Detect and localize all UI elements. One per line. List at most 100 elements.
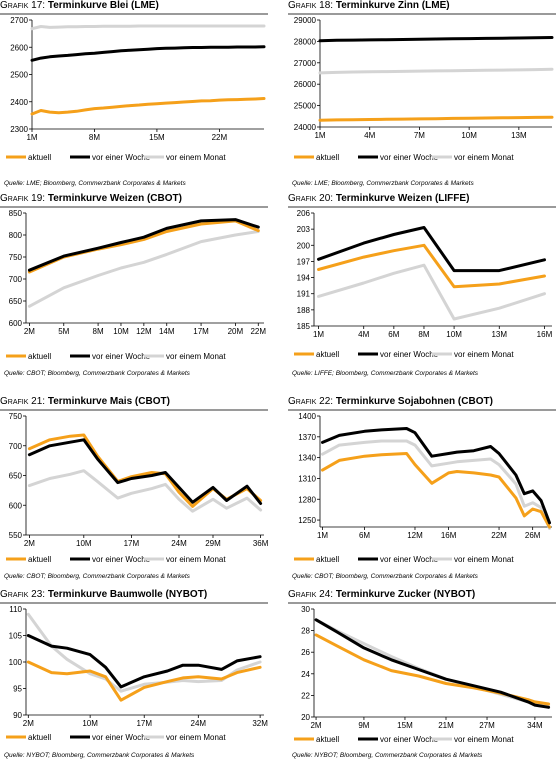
x-tick-label: 8M: [89, 133, 100, 142]
y-tick-label: 700: [9, 442, 23, 451]
chart-source: Quelle: CBOT; Bloomberg, Commerzbank Cor…: [292, 573, 478, 580]
title-rule: [288, 602, 556, 604]
x-tick-label: 29M: [205, 539, 221, 548]
x-tick-label: 21M: [438, 721, 454, 730]
x-tick-label: 4M: [358, 330, 369, 339]
x-tick-label: 16M: [537, 330, 553, 339]
title-rule: [288, 206, 556, 208]
x-tick-label: 1M: [314, 131, 325, 140]
chart-panel-zucker: Grafik 24: Terminkurve Zucker (NYBOT) 20…: [288, 589, 556, 764]
y-tick-label: 191: [297, 290, 311, 299]
title-rule: [0, 13, 268, 15]
series-line-vor-einem-Monat: [321, 439, 551, 530]
legend-label: aktuell: [28, 153, 51, 162]
x-tick-label: 14M: [159, 327, 175, 336]
y-tick-label: 2400: [10, 98, 28, 107]
chart-title-text: Terminkurve Zucker (NYBOT): [335, 589, 476, 600]
legend-label: aktuell: [316, 555, 339, 564]
y-tick-label: 550: [9, 531, 23, 540]
x-tick-label: 2M: [310, 721, 321, 730]
y-tick-label: 800: [9, 231, 23, 240]
x-tick-label: 7M: [414, 131, 425, 140]
y-tick-label: 650: [9, 472, 23, 481]
chart-number: Grafik 23:: [0, 589, 48, 600]
title-rule: [0, 206, 268, 208]
chart-source: Quelle: LIFFE; Bloomberg, Commerzbank Co…: [292, 370, 479, 377]
chart-title: Grafik 22: Terminkurve Sojabohnen (CBOT): [288, 396, 493, 408]
y-tick-label: 26000: [294, 80, 317, 89]
x-tick-label: 1M: [317, 531, 328, 540]
series-line-aktuell: [26, 660, 262, 702]
series-line-vor-einer-Woche: [321, 427, 551, 525]
x-tick-label: 22M: [250, 327, 266, 336]
y-tick-label: 26: [301, 648, 310, 657]
x-tick-label: 2M: [23, 719, 34, 728]
chart-panel-mais: Grafik 21: Terminkurve Mais (CBOT) 550 60…: [0, 396, 269, 586]
x-tick-label: 36M: [253, 539, 269, 548]
x-tick-label: 12M: [136, 327, 152, 336]
chart-panel-blei: Grafik 17: Terminkurve Blei (LME) 2300 24…: [0, 0, 268, 190]
chart-svg-baumwolle: 90 95 100 105 110 2M 10M 17M 24M 32M aktuell vor ei…: [6, 605, 268, 742]
legend-label: aktuell: [28, 733, 51, 742]
chart-title-text: Terminkurve Mais (CBOT): [47, 396, 170, 407]
series-line-vor-einem-Monat: [26, 612, 262, 693]
y-tick-label: 1370: [298, 433, 316, 442]
x-tick-label: 17M: [136, 719, 152, 728]
y-tick-label: 2500: [10, 71, 28, 80]
y-tick-label: 24000: [294, 123, 317, 132]
legend-label: aktuell: [316, 350, 339, 359]
y-tick-label: 105: [9, 632, 23, 641]
title-rule: [288, 13, 556, 15]
x-tick-label: 26M: [525, 531, 541, 540]
chart-panel-zinn: Grafik 18: Terminkurve Zinn (LME) 24000 2…: [288, 0, 556, 190]
x-tick-label: 12M: [407, 531, 423, 540]
chart-title: Grafik 21: Terminkurve Mais (CBOT): [0, 396, 170, 408]
legend-label: aktuell: [28, 555, 51, 564]
y-tick-label: 1310: [298, 474, 316, 483]
chart-number: Grafik 18:: [288, 0, 336, 11]
series-line-vor-einer-Woche: [26, 634, 262, 689]
legend-label: vor einem Monat: [454, 153, 514, 162]
chart-number: Grafik 19:: [0, 193, 48, 204]
y-tick-label: 600: [9, 319, 23, 328]
series-line-vor-einer-Woche: [30, 45, 266, 62]
series-line-vor-einer-Woche: [314, 618, 551, 709]
x-tick-label: 20M: [228, 327, 244, 336]
y-tick-label: 850: [9, 209, 23, 218]
y-tick-label: 28000: [294, 37, 317, 46]
y-tick-label: 206: [297, 209, 311, 218]
y-tick-label: 27000: [294, 59, 317, 68]
x-tick-label: 1M: [26, 133, 37, 142]
x-tick-label: 24M: [171, 539, 187, 548]
x-tick-label: 22M: [491, 531, 507, 540]
chart-svg-weizen-liffe: 185 188 191 194 197 200 203 206 1M 4M 6M 8M 10M 13M 16…: [294, 209, 553, 359]
legend-label: vor einer Woche: [92, 352, 151, 361]
x-tick-label: 8M: [418, 330, 429, 339]
y-tick-label: 22: [301, 691, 310, 700]
chart-title-text: Terminkurve Weizen (LIFFE): [335, 193, 470, 204]
x-tick-label: 8M: [93, 327, 104, 336]
y-tick-label: 95: [13, 685, 22, 694]
chart-panel-weizen-cbot: Grafik 19: Terminkurve Weizen (CBOT) 600…: [0, 193, 268, 383]
series-line-vor-einer-Woche: [27, 438, 263, 505]
y-tick-label: 28: [301, 627, 310, 636]
series-line-aktuell: [321, 452, 551, 529]
x-tick-label: 34M: [527, 721, 543, 730]
y-tick-label: 650: [9, 297, 23, 306]
chart-number: Grafik 20:: [288, 193, 336, 204]
legend-label: aktuell: [316, 153, 339, 162]
y-tick-label: 90: [13, 711, 22, 720]
chart-title: Grafik 19: Terminkurve Weizen (CBOT): [0, 193, 182, 205]
series-line-vor-einem-Monat: [30, 24, 266, 31]
legend-label: vor einer Woche: [92, 733, 151, 742]
y-tick-label: 1340: [298, 454, 316, 463]
x-tick-label: 10M: [461, 131, 477, 140]
chart-source: Quelle: NYBOT; Bloomberg, Commerzbank Co…: [4, 752, 195, 759]
chart-title-text: Terminkurve Weizen (CBOT): [47, 193, 182, 204]
legend-label: aktuell: [316, 735, 339, 744]
x-tick-label: 6M: [359, 531, 370, 540]
y-tick-label: 1400: [298, 412, 316, 421]
chart-panel-weizen-liffe: Grafik 20: Terminkurve Weizen (LIFFE) 18…: [288, 193, 556, 383]
y-tick-label: 2600: [10, 43, 28, 52]
chart-title-text: Terminkurve Zinn (LME): [335, 0, 450, 11]
